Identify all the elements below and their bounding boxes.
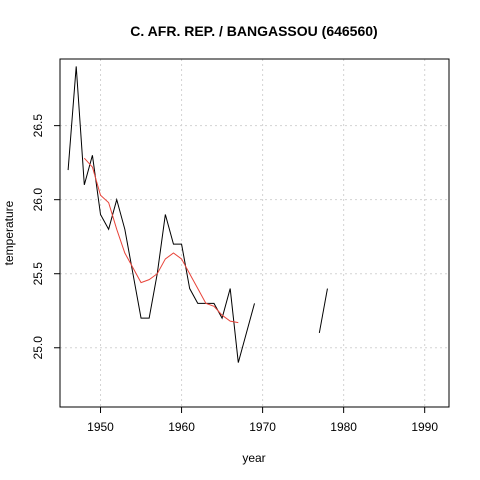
x-tick-label-4: 1990 bbox=[411, 420, 438, 434]
series-1-line-0 bbox=[83, 157, 239, 324]
x-axis: 1950 1960 1970 1980 1990 bbox=[87, 407, 438, 434]
series-layer bbox=[67, 66, 328, 363]
x-tick-label-3: 1980 bbox=[330, 420, 357, 434]
y-tick-label-3: 26.5 bbox=[31, 114, 45, 138]
y-tick-label-1: 25.5 bbox=[31, 262, 45, 286]
series-0-line-0 bbox=[67, 66, 255, 363]
y-tick-label-0: 25.0 bbox=[31, 336, 45, 360]
x-tick-label-2: 1970 bbox=[249, 420, 276, 434]
series-0-line-1 bbox=[318, 288, 328, 334]
y-axis: 25.0 25.5 26.0 26.5 bbox=[31, 114, 60, 360]
x-tick-label-1: 1960 bbox=[168, 420, 195, 434]
x-axis-label: year bbox=[242, 451, 265, 465]
y-tick-label-2: 26.0 bbox=[31, 188, 45, 212]
y-axis-label: temperature bbox=[2, 200, 16, 265]
x-tick-label-0: 1950 bbox=[87, 420, 114, 434]
chart-title: C. AFR. REP. / BANGASSOU (646560) bbox=[130, 23, 377, 39]
plot-area-frame bbox=[59, 58, 450, 408]
grid bbox=[60, 59, 449, 407]
